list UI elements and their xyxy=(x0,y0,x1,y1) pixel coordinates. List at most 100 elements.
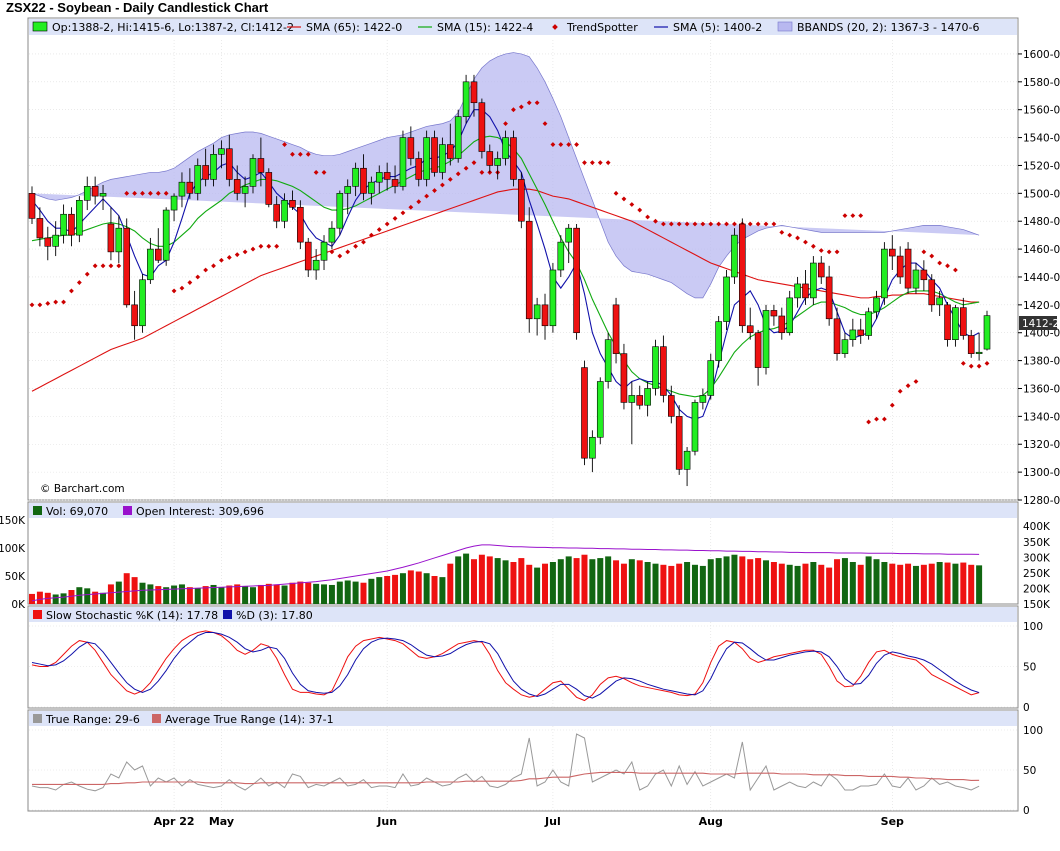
volume-bar xyxy=(636,560,643,604)
candle-body xyxy=(241,186,249,194)
trendspotter-marker xyxy=(487,170,493,175)
trendspotter-marker xyxy=(353,243,358,249)
volume-bar xyxy=(739,556,746,604)
trendspotter-marker xyxy=(779,229,785,235)
trendspotter-marker xyxy=(574,142,579,147)
volume-bar xyxy=(147,584,154,604)
price-panel-frame xyxy=(27,17,1019,501)
volume-bar xyxy=(613,560,620,604)
trendspotter-marker xyxy=(637,207,643,213)
candle-body xyxy=(525,220,533,320)
price-tick-label: 1480-0 xyxy=(1023,216,1060,228)
candle-body xyxy=(660,346,667,396)
trendspotter-marker xyxy=(305,151,311,157)
stoch-tick-label: 0 xyxy=(1023,702,1030,714)
candle-body xyxy=(952,307,959,340)
candle-body xyxy=(383,172,391,180)
trendspotter-marker xyxy=(945,263,950,269)
true-range-lines xyxy=(31,733,980,792)
last-price-tag xyxy=(1019,316,1057,330)
price-tick-label: 1560-0 xyxy=(1023,105,1060,117)
volume-bar xyxy=(565,556,572,604)
volume-bar xyxy=(826,567,833,604)
candle-body xyxy=(573,227,580,334)
ohlc-legend-text: Op:1388-2, Hi:1415-6, Lo:1387-2, Cl:1412… xyxy=(52,21,294,34)
volume-left-tick: 0K xyxy=(11,599,26,611)
volume-bar xyxy=(115,581,122,604)
candle-body xyxy=(83,186,91,201)
candle-body xyxy=(912,269,920,289)
price-tick-label: 1280-0 xyxy=(1023,495,1060,507)
candle-body xyxy=(731,234,738,278)
trendspotter-marker xyxy=(937,260,943,266)
trendspotter-marker xyxy=(84,271,90,277)
tr-tick-label: 100 xyxy=(1023,725,1043,737)
volume-bar xyxy=(407,570,414,604)
candle-body xyxy=(304,241,312,271)
candle-body xyxy=(810,262,817,299)
volume-bar xyxy=(731,554,738,604)
candle-body xyxy=(533,304,541,320)
price-tick-label: 1520-0 xyxy=(1023,160,1060,172)
trendspotter-legend-swatch xyxy=(552,24,558,30)
candle-body xyxy=(644,388,651,406)
candle-body xyxy=(675,416,683,470)
atr-line xyxy=(32,771,980,785)
volume-bar xyxy=(786,564,793,604)
trendspotter-marker xyxy=(282,142,287,147)
candle-body xyxy=(596,381,604,438)
volume-bar xyxy=(139,582,146,604)
trendspotter-marker xyxy=(329,249,335,255)
sma65-line xyxy=(31,188,980,392)
volume-bar xyxy=(218,587,225,604)
trendspotter-marker xyxy=(61,299,66,305)
bbands-area xyxy=(31,52,980,299)
volume-bar xyxy=(399,573,406,604)
volume-bar xyxy=(305,582,312,604)
trendspotter-marker xyxy=(850,213,856,219)
candle-body xyxy=(510,137,517,180)
volume-left-tick: 50K xyxy=(5,571,26,583)
price-tick-label: 1360-0 xyxy=(1023,383,1060,395)
trendspotter-marker xyxy=(337,253,343,259)
stoch-legend-bar xyxy=(29,607,1017,622)
candle-body xyxy=(944,304,951,340)
candle-body xyxy=(68,213,75,236)
trendspotter-marker xyxy=(345,249,351,255)
candle-body xyxy=(368,181,375,194)
candle-body xyxy=(249,158,257,187)
volume-bar xyxy=(976,565,983,604)
trendspotter-marker xyxy=(69,288,74,294)
tr-tick-label: 50 xyxy=(1023,765,1036,777)
volume-bar xyxy=(415,571,422,604)
volume-bar xyxy=(155,586,162,604)
volume-bar xyxy=(92,591,99,604)
volume-bar xyxy=(234,584,241,604)
volume-bar xyxy=(857,564,864,604)
volume-bar xyxy=(60,593,67,604)
month-label: Apr 22 xyxy=(154,815,195,828)
candle-body xyxy=(817,262,825,278)
trendspotter-marker xyxy=(455,171,461,177)
candle-body xyxy=(202,165,209,180)
tr-legend-bar xyxy=(29,711,1017,726)
candle-body xyxy=(888,248,896,257)
candle-body xyxy=(423,137,430,180)
candle-body xyxy=(778,315,786,334)
volume-bar xyxy=(763,560,770,604)
candle-body xyxy=(91,186,99,197)
price-tick-label: 1340-0 xyxy=(1023,411,1060,423)
candle-body xyxy=(391,179,399,187)
trendspotter-marker xyxy=(503,121,508,127)
price-tick-label: 1300-0 xyxy=(1023,467,1060,479)
volume-bar xyxy=(589,559,596,604)
trendspotter-marker xyxy=(250,246,256,252)
trendspotter-marker xyxy=(361,239,366,245)
trendspotter-marker xyxy=(629,202,635,207)
trendspotter-marker xyxy=(795,235,800,241)
trendspotter-marker xyxy=(889,402,895,408)
volume-bar xyxy=(557,559,564,604)
volume-bar xyxy=(699,565,706,604)
volume-bar xyxy=(376,577,383,604)
volume-bar xyxy=(928,563,935,604)
